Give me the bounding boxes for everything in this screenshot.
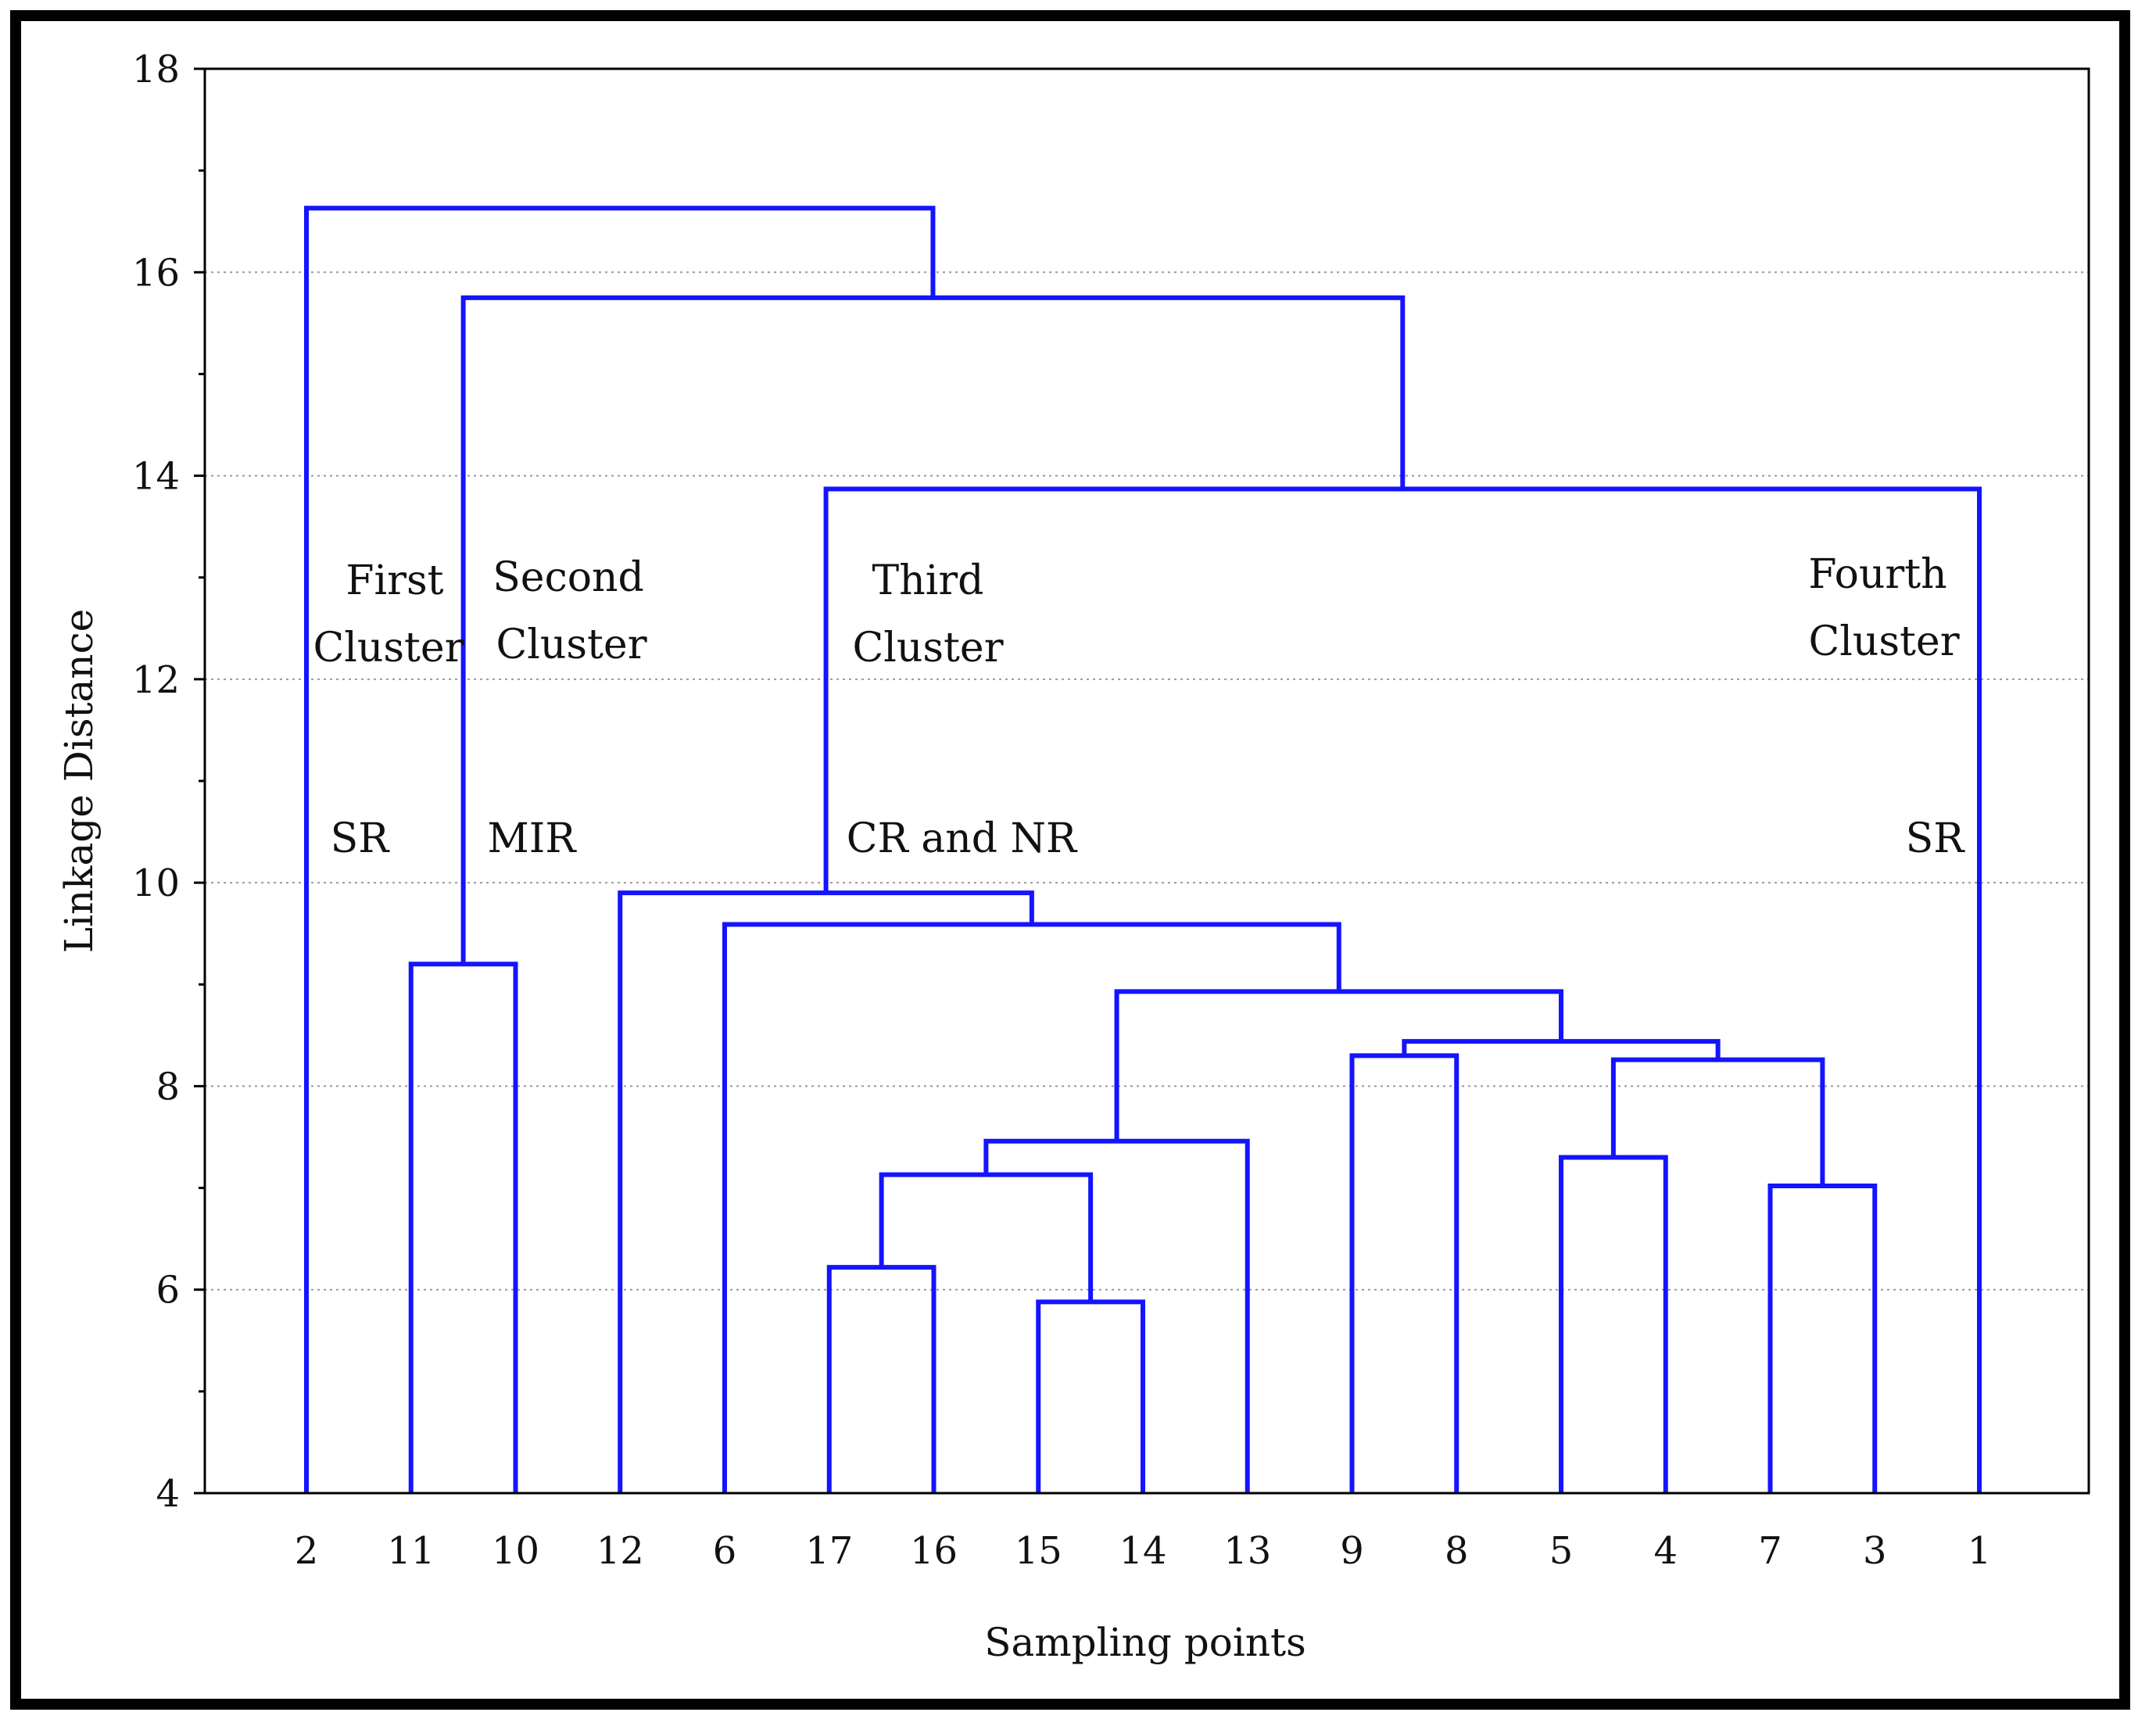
- annotation-sr-1: SR: [331, 815, 391, 862]
- annotation-third-2: Cluster: [852, 625, 1003, 672]
- x-tick-label: 4: [1653, 1529, 1678, 1573]
- x-tick-label: 9: [1340, 1529, 1364, 1573]
- x-tick-label: 15: [1015, 1529, 1062, 1573]
- annotation-cr-nr: CR and NR: [847, 815, 1078, 862]
- x-tick-label: 14: [1119, 1529, 1166, 1573]
- y-tick-label: 6: [156, 1269, 180, 1313]
- y-tick-label: 12: [132, 658, 180, 702]
- y-tick-labels: 4 6 8 10 12 14 16 18: [132, 48, 180, 1516]
- x-tick-label: 2: [295, 1529, 319, 1573]
- dendrogram-tree: [304, 206, 1982, 1493]
- y-tick-label: 18: [132, 48, 180, 91]
- annotation-second-2: Cluster: [496, 621, 646, 668]
- x-tick-label: 5: [1549, 1529, 1574, 1573]
- dendrogram-link: [1559, 1155, 1668, 1493]
- dendrogram-link: [618, 890, 1034, 1493]
- dendrogram-link: [408, 962, 518, 1493]
- y-axis-ticks: [194, 67, 205, 1495]
- x-tick-label: 3: [1863, 1529, 1887, 1573]
- annotation-mir: MIR: [488, 815, 578, 862]
- y-tick-label: 8: [156, 1065, 180, 1109]
- annotation-third-1: Third: [872, 557, 984, 604]
- x-tick-label: 16: [910, 1529, 958, 1573]
- y-tick-label: 16: [132, 251, 180, 295]
- dendrogram-link: [1349, 1053, 1459, 1493]
- y-tick-label: 4: [156, 1472, 180, 1516]
- x-tick-label: 13: [1223, 1529, 1271, 1573]
- cluster-annotations: First Cluster Second Cluster Third Cluster Fou…: [313, 551, 1965, 862]
- x-tick-label: 10: [492, 1529, 539, 1573]
- dendrogram-link: [304, 206, 936, 1493]
- y-axis-label: Linkage Distance: [56, 609, 102, 953]
- x-tick-labels: 2 11 10 12 6 17 16 15 14 13 9 8 5 4 7 3 1: [295, 1529, 1992, 1573]
- x-tick-label: 17: [805, 1529, 853, 1573]
- annotation-fourth-1: Fourth: [1808, 551, 1946, 598]
- grid-lines: [205, 271, 2089, 1291]
- plot-area-border: [203, 67, 2090, 1495]
- annotation-sr-2: SR: [1906, 815, 1966, 862]
- dendrogram-link: [1402, 1039, 1721, 1060]
- x-tick-label: 11: [387, 1529, 435, 1573]
- y-tick-label: 14: [132, 455, 180, 499]
- x-tick-label: 12: [596, 1529, 644, 1573]
- dendrogram-link: [1114, 989, 1563, 1141]
- dendrogram-link: [1767, 1183, 1878, 1493]
- annotation-second-1: Second: [492, 554, 644, 601]
- annotation-fourth-2: Cluster: [1808, 618, 1959, 665]
- y-tick-label: 10: [132, 861, 180, 905]
- x-tick-label: 6: [713, 1529, 737, 1573]
- x-tick-label: 8: [1445, 1529, 1469, 1573]
- annotation-first-1: First: [346, 557, 443, 604]
- x-axis-label: Sampling points: [984, 1620, 1306, 1665]
- x-tick-label: 1: [1968, 1529, 1992, 1573]
- x-tick-label: 7: [1758, 1529, 1782, 1573]
- annotation-first-2: Cluster: [313, 625, 464, 672]
- dendrogram-link: [983, 1138, 1250, 1493]
